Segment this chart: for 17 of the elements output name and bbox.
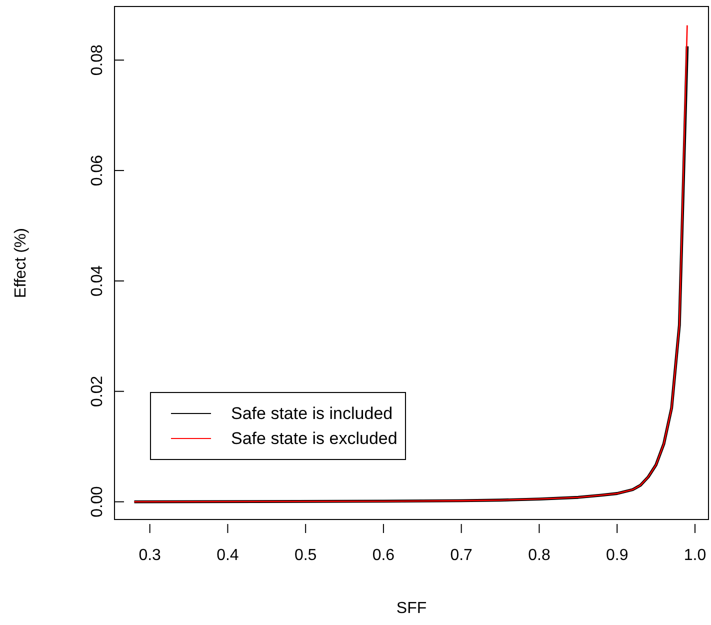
y-axis-title: Effect (%): [12, 228, 30, 298]
x-tick-label: 0.3: [138, 547, 162, 564]
y-tick-label: 0.06: [89, 154, 106, 186]
x-tick-label: 1.0: [684, 547, 706, 564]
x-tick-label: 0.4: [216, 547, 239, 564]
x-axis-title: SFF: [396, 600, 427, 617]
y-tick-label: 0.08: [89, 44, 106, 76]
legend-label: Safe state is included: [231, 404, 393, 424]
x-tick-label: 0.7: [450, 547, 473, 564]
legend-label: Safe state is excluded: [231, 428, 398, 448]
x-tick-label: 0.8: [528, 547, 550, 564]
y-tick-label: 0.00: [89, 486, 106, 518]
x-tick-label: 0.9: [606, 547, 628, 564]
x-tick-label: 0.6: [372, 547, 395, 564]
x-tick-label: 0.5: [294, 547, 317, 564]
y-tick-label: 0.02: [89, 376, 106, 407]
y-tick-label: 0.04: [89, 265, 106, 297]
